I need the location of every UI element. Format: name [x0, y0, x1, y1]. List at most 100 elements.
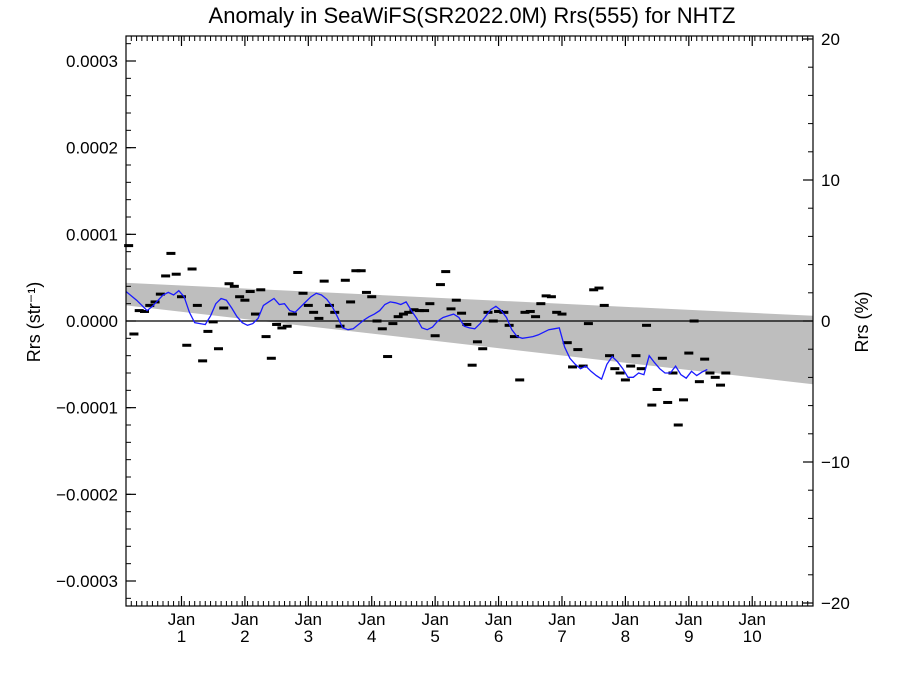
data-point [266, 356, 276, 360]
data-point [626, 364, 636, 368]
y-left-tick-label: 0.0003 [66, 52, 118, 71]
data-point [229, 284, 239, 288]
data-point [393, 315, 403, 319]
x-tick-label-month: Jan [231, 610, 258, 629]
data-point [668, 371, 678, 375]
data-point [515, 378, 525, 382]
data-point [710, 375, 720, 379]
x-tick-label-year: 10 [743, 627, 762, 646]
x-tick-label-month: Jan [548, 610, 575, 629]
data-point [478, 347, 488, 351]
data-point [647, 403, 657, 407]
data-point [488, 319, 498, 323]
data-point [124, 244, 134, 248]
data-point [631, 354, 641, 358]
data-point [272, 322, 282, 326]
data-point [610, 367, 620, 371]
data-point [441, 270, 451, 274]
data-point [615, 371, 625, 375]
data-point [277, 326, 287, 330]
data-point [546, 295, 556, 299]
data-point [599, 303, 609, 307]
data-point [282, 324, 292, 328]
x-tick-label-year: 5 [430, 627, 439, 646]
data-point [261, 335, 271, 339]
data-point [404, 310, 414, 314]
data-point [372, 319, 382, 323]
data-point [420, 309, 430, 313]
x-tick-label-year: 8 [621, 627, 630, 646]
x-tick-label-year: 2 [240, 627, 249, 646]
data-point [166, 251, 176, 255]
data-point [213, 347, 223, 351]
data-point [663, 400, 673, 404]
data-point [134, 309, 144, 313]
data-point [425, 302, 435, 306]
data-point [525, 309, 535, 313]
data-point [705, 371, 715, 375]
x-tick-label-year: 1 [177, 627, 186, 646]
data-point [716, 383, 726, 387]
data-point [583, 322, 593, 326]
y-right-tick-label: 20 [821, 30, 840, 49]
data-point [324, 303, 334, 307]
data-point [293, 270, 303, 274]
data-point [182, 343, 192, 347]
data-point [605, 354, 615, 358]
x-tick-label-month: Jan [675, 610, 702, 629]
x-tick-label-year: 4 [367, 627, 376, 646]
data-point [346, 300, 356, 304]
data-point [721, 371, 731, 375]
data-point [409, 308, 419, 312]
data-point [224, 282, 234, 286]
data-point [161, 274, 171, 278]
y-left-tick-label: 0.0000 [66, 312, 118, 331]
y-right-tick-label: −10 [821, 453, 850, 472]
data-point [155, 292, 165, 296]
data-point [145, 303, 155, 307]
data-point [520, 310, 530, 314]
data-point [568, 365, 578, 369]
data-point [192, 303, 202, 307]
chart-title: Anomaly in SeaWiFS(SR2022.0M) Rrs(555) f… [209, 3, 736, 28]
data-point [303, 303, 313, 307]
axes: 0.0003 0.0002 0.0001 0.0000 −0.0001 −0.0002 −0… [56, 30, 850, 646]
y-axis-right-label: Rrs (%) [852, 292, 872, 353]
data-point [435, 283, 445, 287]
y-left-tick-label: 0.0001 [66, 225, 118, 244]
data-point [684, 351, 694, 355]
anomaly-series-line [126, 289, 708, 381]
y-left-tick-label: −0.0003 [56, 572, 118, 591]
data-point [694, 380, 704, 384]
data-point [531, 315, 541, 319]
data-point [700, 357, 710, 361]
data-point [298, 291, 308, 295]
data-point [541, 294, 551, 298]
data-point [504, 323, 514, 327]
trend-confidence-band [126, 282, 813, 385]
data-point [557, 312, 567, 316]
y-axis-left-label: Rrs (str⁻¹) [24, 282, 44, 362]
x-tick-label-month: Jan [358, 610, 385, 629]
data-point [467, 363, 477, 367]
data-point [219, 306, 229, 310]
data-point [562, 341, 572, 345]
data-point [240, 298, 250, 302]
data-point [689, 319, 699, 323]
data-point [636, 367, 646, 371]
x-tick-label-month: Jan [421, 610, 448, 629]
data-point [150, 300, 160, 304]
y-left-tick-label: 0.0002 [66, 139, 118, 158]
data-point [171, 272, 181, 276]
data-point [208, 320, 218, 324]
data-point [578, 364, 588, 368]
data-point [309, 310, 319, 314]
data-point [446, 307, 456, 311]
data-point [509, 335, 519, 339]
data-point [657, 356, 667, 360]
data-point [187, 267, 197, 271]
data-point [319, 279, 329, 283]
data-point [398, 312, 408, 316]
x-tick-label-month: Jan [485, 610, 512, 629]
data-point [552, 310, 562, 314]
